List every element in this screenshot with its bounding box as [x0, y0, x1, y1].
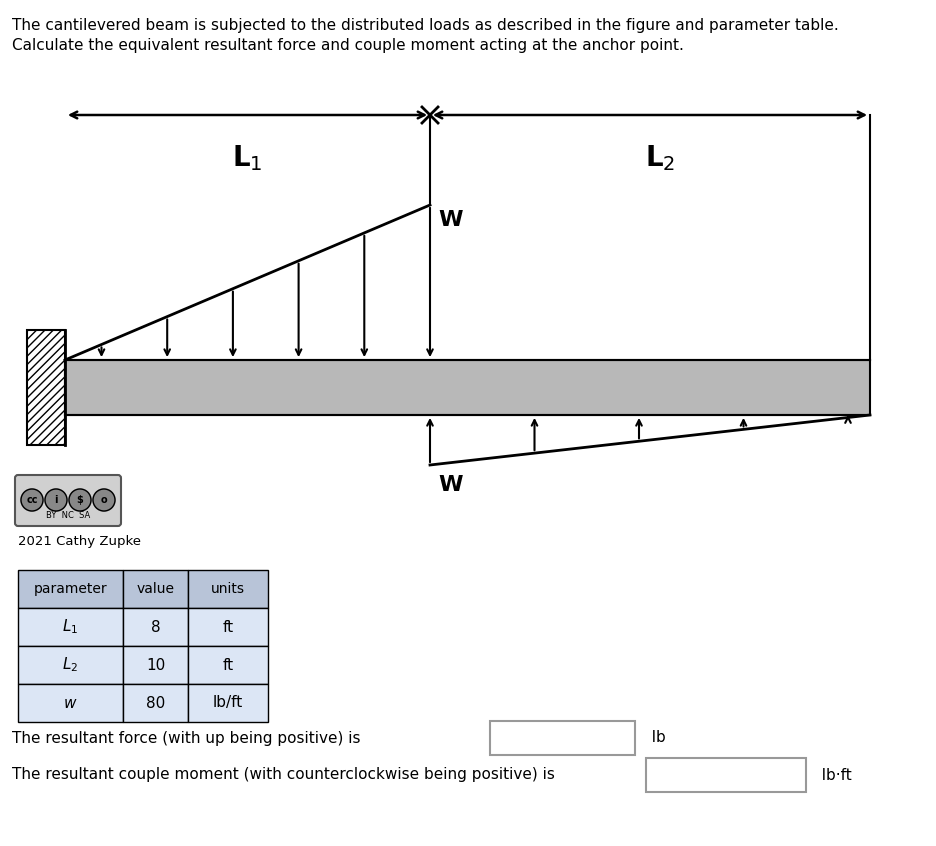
Text: cc: cc [26, 495, 37, 505]
Text: The cantilevered beam is subjected to the distributed loads as described in the : The cantilevered beam is subjected to th… [12, 18, 839, 33]
Text: 80: 80 [146, 695, 165, 711]
Bar [123, 646, 188, 684]
Bar [188, 646, 268, 684]
Bar [18, 646, 123, 684]
Text: o: o [101, 495, 108, 505]
Circle shape [45, 489, 67, 511]
Text: W: W [438, 210, 462, 230]
Circle shape [21, 489, 43, 511]
Text: $L_1$: $L_1$ [63, 618, 79, 636]
Text: Calculate the equivalent resultant force and couple moment acting at the anchor : Calculate the equivalent resultant force… [12, 38, 684, 53]
Text: lb/ft: lb/ft [212, 695, 243, 711]
Text: 2021 Cathy Zupke: 2021 Cathy Zupke [18, 535, 141, 548]
Bar [188, 684, 268, 722]
Text: BY  NC  SA: BY NC SA [46, 510, 90, 519]
Text: units: units [211, 582, 245, 596]
Bar [123, 608, 188, 646]
FancyBboxPatch shape [15, 475, 121, 526]
Text: parameter: parameter [34, 582, 108, 596]
Bar [18, 608, 123, 646]
Text: ft: ft [223, 619, 234, 634]
Circle shape [69, 489, 91, 511]
Bar [490, 721, 635, 755]
Bar [18, 684, 123, 722]
Text: i: i [54, 495, 58, 505]
Text: lb·ft: lb·ft [812, 767, 852, 783]
Text: $L_2$: $L_2$ [63, 656, 79, 674]
Text: $: $ [77, 495, 83, 505]
Text: $w$: $w$ [64, 695, 78, 711]
Text: L$_2$: L$_2$ [645, 143, 675, 173]
Bar [188, 570, 268, 608]
Text: 8: 8 [151, 619, 160, 634]
Text: The resultant force (with up being positive) is: The resultant force (with up being posit… [12, 730, 360, 745]
Text: The resultant couple moment (with counterclockwise being positive) is: The resultant couple moment (with counte… [12, 767, 555, 783]
Bar [65, 360, 870, 415]
Bar [646, 758, 806, 792]
Bar [123, 684, 188, 722]
Bar [18, 570, 123, 608]
Text: L$_1$: L$_1$ [232, 143, 263, 173]
Text: 10: 10 [146, 657, 165, 673]
Bar [188, 608, 268, 646]
Circle shape [93, 489, 115, 511]
Text: ft: ft [223, 657, 234, 673]
Bar [27, 330, 65, 445]
Bar [123, 570, 188, 608]
Text: value: value [137, 582, 174, 596]
Text: W: W [438, 475, 462, 495]
Text: lb: lb [642, 730, 665, 745]
